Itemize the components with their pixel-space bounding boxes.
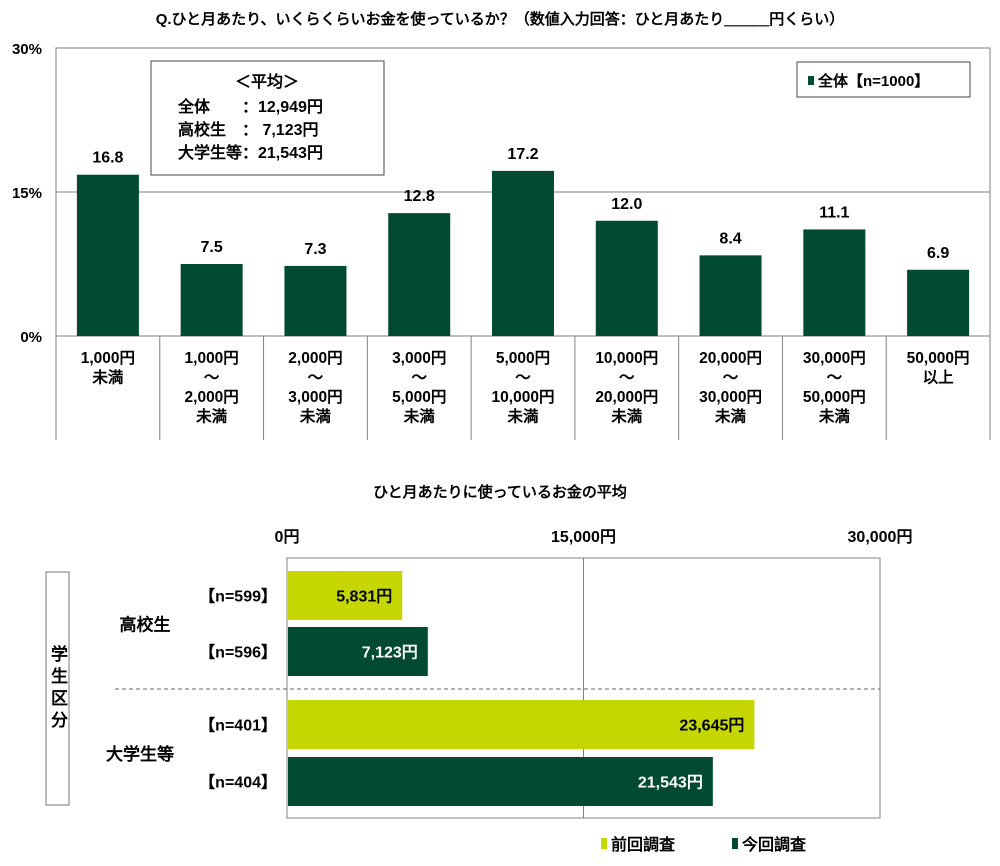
x-tick-label: 未満 xyxy=(506,407,539,426)
bar xyxy=(180,264,243,336)
bar xyxy=(388,213,451,336)
x-tick-label: ～ xyxy=(204,370,220,387)
x-tick-label: 未満 xyxy=(91,368,124,387)
x-tick-label: 30,000円 xyxy=(803,349,866,367)
x-tick-label: 5,000円 xyxy=(496,349,550,367)
x-tick-label: 未満 xyxy=(818,407,851,426)
x-tick-label: 2,000円 xyxy=(288,349,342,367)
sample-size-label: 【n=401】 xyxy=(199,717,277,735)
x-tick-label: ～ xyxy=(308,370,324,387)
x-tick-label: ～ xyxy=(515,370,531,387)
legend-swatch-previous xyxy=(601,838,607,849)
x-tick-label: 20,000円 xyxy=(595,388,658,406)
x-tick-label: 30,000円 xyxy=(699,388,762,406)
bar xyxy=(699,255,762,336)
chart-title: ひと月あたりに使っているお金の平均 xyxy=(373,483,627,501)
group-axis-label-wrap: 学生区分 xyxy=(46,572,69,805)
data-label: 21,543円 xyxy=(638,774,703,792)
x-tick-label: 1,000円 xyxy=(185,349,239,367)
average-line: 大学生等：21,543円 xyxy=(178,143,323,162)
x-tick-label: ～ xyxy=(619,370,635,387)
y-tick-label: 0% xyxy=(20,329,42,346)
legend-swatch-current xyxy=(732,838,738,849)
legend-swatch xyxy=(808,76,814,85)
sample-size-label: 【n=404】 xyxy=(199,774,277,792)
x-tick-label: 未満 xyxy=(714,407,747,426)
legend-label-current: 今回調査 xyxy=(741,835,806,854)
x-tick-label: ～ xyxy=(723,370,739,387)
sample-size-label: 【n=599】 xyxy=(199,588,277,606)
bar xyxy=(288,700,755,749)
x-tick-label: 未満 xyxy=(403,407,436,426)
x-tick-label: 3,000円 xyxy=(288,388,342,406)
bar xyxy=(595,220,658,336)
x-tick-label: 以上 xyxy=(923,369,955,387)
bar xyxy=(803,229,866,336)
average-box xyxy=(150,60,385,176)
y-tick-label: 30% xyxy=(12,41,42,58)
bar xyxy=(907,269,970,336)
x-tick-label: 未満 xyxy=(610,407,643,426)
sample-size-label: 【n=596】 xyxy=(199,644,277,662)
legend-label-previous: 前回調査 xyxy=(611,835,675,854)
x-tick-label: 30,000円 xyxy=(848,528,913,546)
x-tick-label: 20,000円 xyxy=(699,349,762,367)
x-tick-label: 1,000円 xyxy=(81,349,135,367)
data-label: 17.2 xyxy=(507,146,538,163)
x-tick-label: 2,000円 xyxy=(185,388,239,406)
x-tick-label: 未満 xyxy=(299,407,332,426)
average-box-title: ＜平均＞ xyxy=(235,72,299,91)
bar xyxy=(492,170,554,336)
data-label: 16.8 xyxy=(92,150,123,167)
bar xyxy=(288,627,428,676)
x-tick-label: 50,000円 xyxy=(907,349,970,367)
data-label: 12.8 xyxy=(404,188,435,205)
legend-label: 全体【n=1000】 xyxy=(817,72,929,90)
legend-box xyxy=(796,61,971,98)
average-line: 高校生 ： 7,123円 xyxy=(178,120,319,139)
chart-title: Q.ひと月あたり、いくらくらいお金を使っているか？（数値入力回答：ひと月あたり＿… xyxy=(156,10,845,28)
x-tick-label: 0円 xyxy=(275,528,300,546)
x-tick-label: 15,000円 xyxy=(551,528,616,546)
x-tick-label: 5,000円 xyxy=(392,388,446,406)
y-tick-label: 15% xyxy=(12,185,42,202)
data-label: 7.3 xyxy=(304,241,326,258)
group-label: 大学生等 xyxy=(106,744,174,764)
bar xyxy=(288,757,713,806)
group-axis-box xyxy=(45,571,70,806)
x-tick-label: 10,000円 xyxy=(595,349,658,367)
bar xyxy=(288,571,403,620)
x-tick-label: ～ xyxy=(411,370,427,387)
average-line: 全体 ：12,949円 xyxy=(177,97,323,116)
bar xyxy=(284,265,347,336)
data-label: 12.0 xyxy=(611,196,642,213)
data-label: 11.1 xyxy=(819,204,849,221)
data-label: 7,123円 xyxy=(362,644,418,662)
data-label: 7.5 xyxy=(201,239,223,256)
data-label: 23,645円 xyxy=(679,717,744,735)
x-tick-label: 未満 xyxy=(195,407,228,426)
group-label: 高校生 xyxy=(120,615,171,635)
x-tick-label: ～ xyxy=(827,370,843,387)
x-tick-label: 10,000円 xyxy=(492,388,555,406)
x-tick-label: 50,000円 xyxy=(803,388,866,406)
data-label: 5,831円 xyxy=(336,588,392,606)
group-axis-label: 学生区分 xyxy=(48,644,67,733)
bar xyxy=(76,174,139,336)
data-label: 8.4 xyxy=(719,230,741,247)
x-tick-label: 3,000円 xyxy=(392,349,446,367)
data-label: 6.9 xyxy=(927,245,949,262)
